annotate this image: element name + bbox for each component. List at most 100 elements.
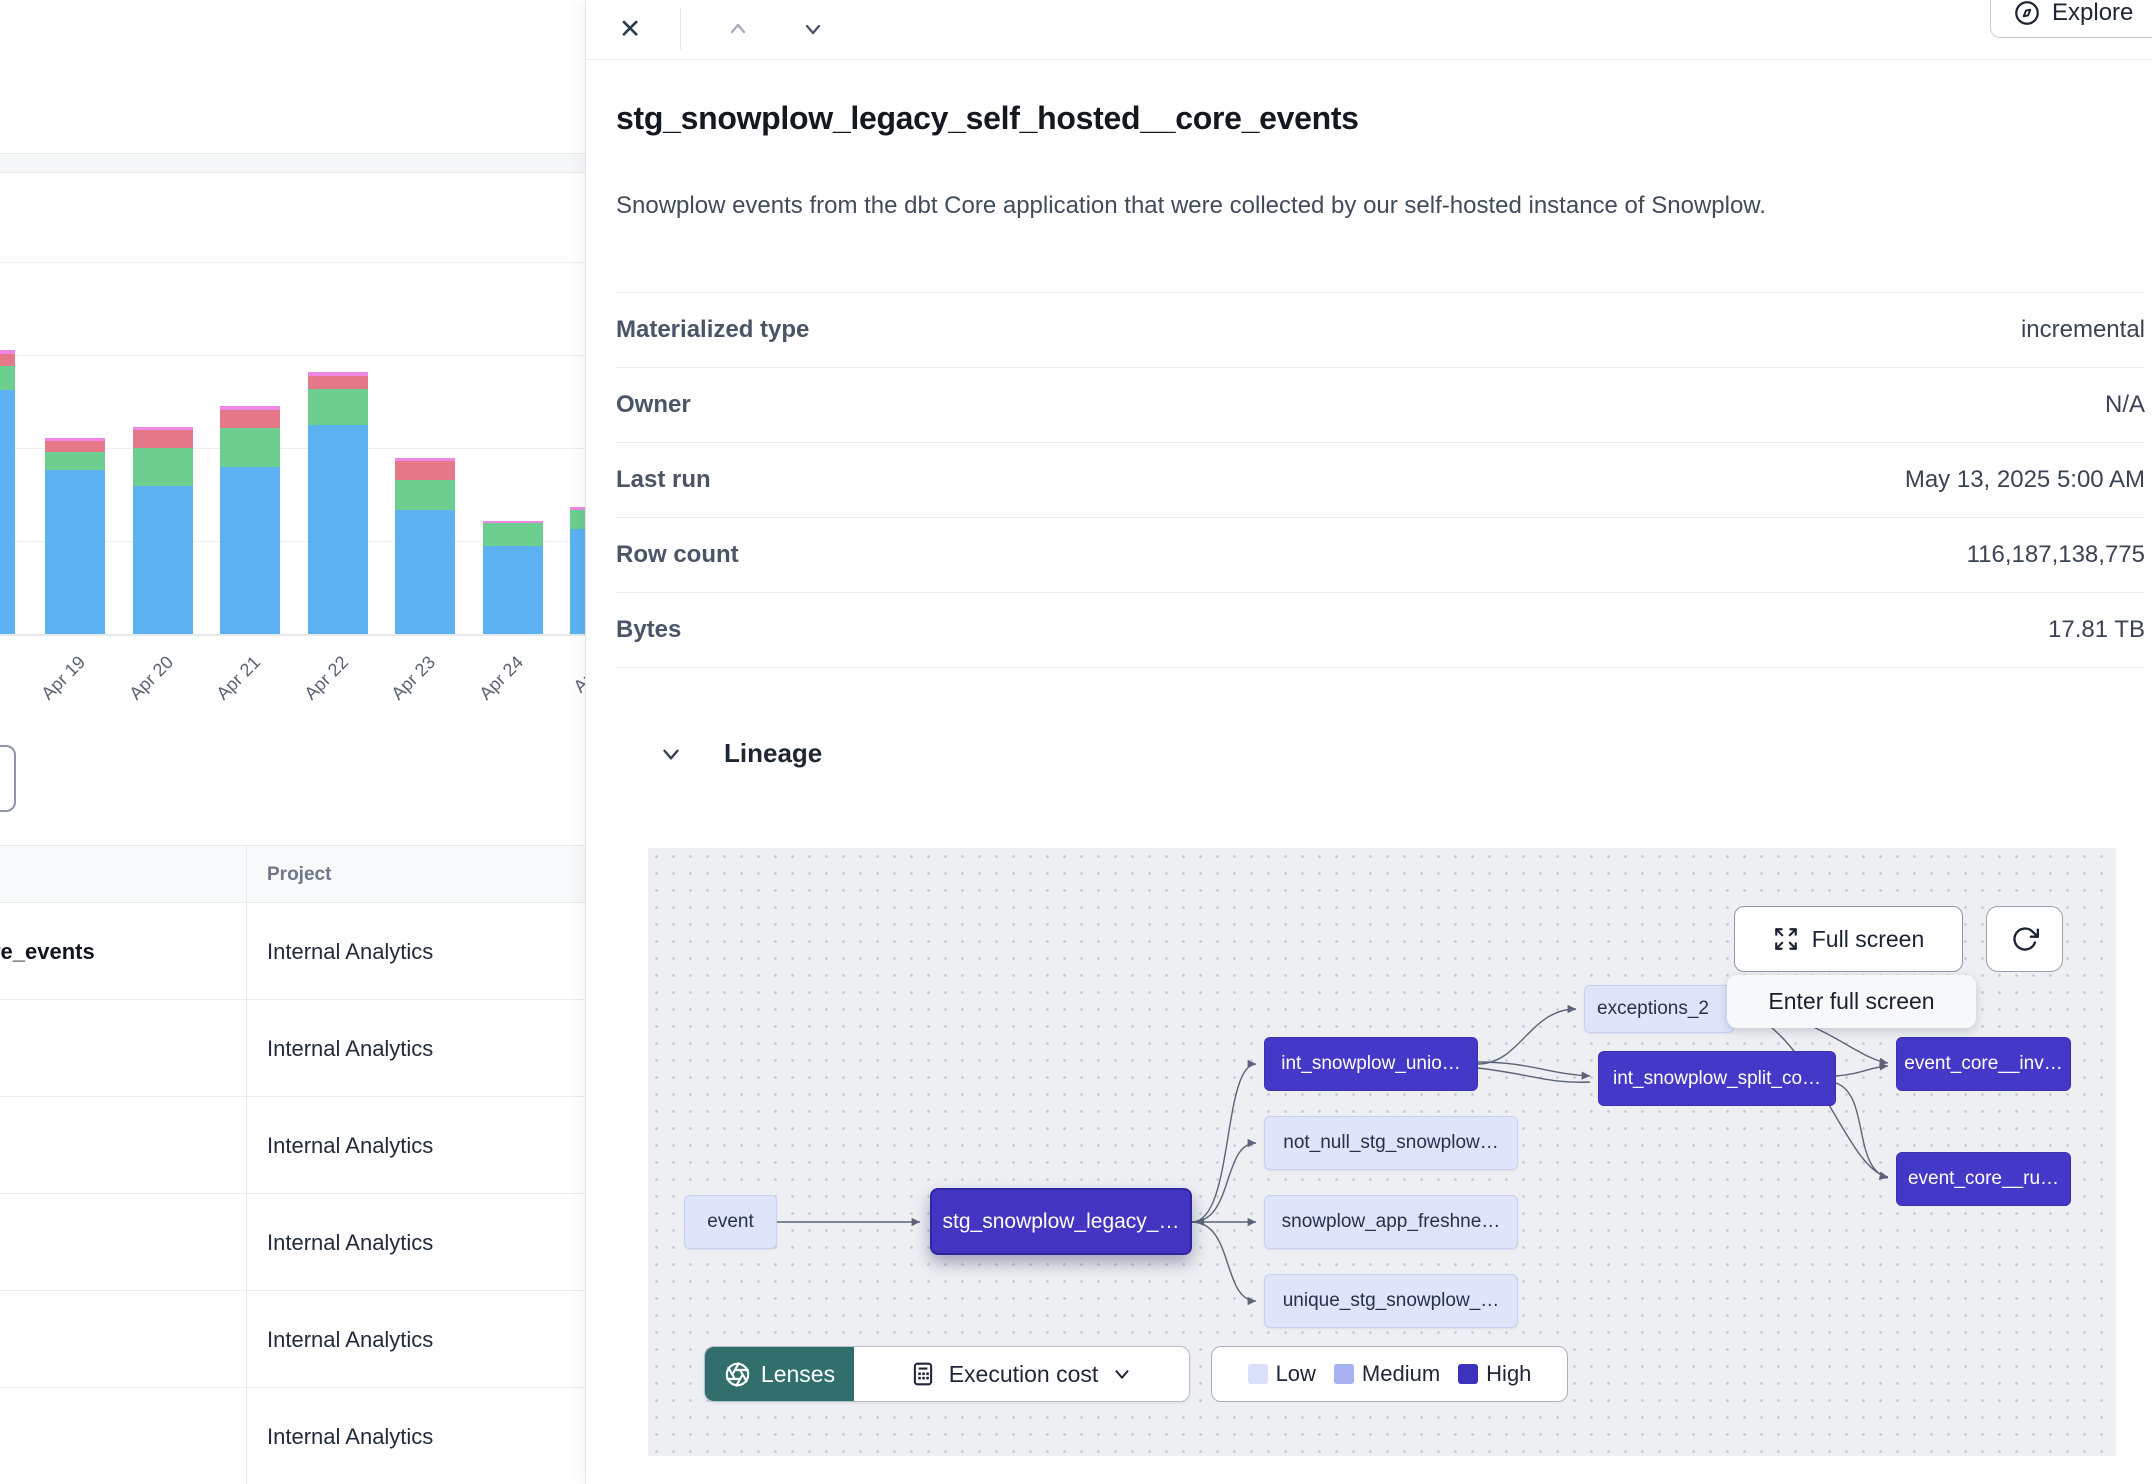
fullscreen-tooltip: Enter full screen (1727, 975, 1976, 1028)
series-blue-segment (395, 510, 455, 634)
series-blue-segment (0, 390, 15, 634)
previous-button[interactable] (714, 5, 762, 53)
detail-label: Materialized type (616, 316, 810, 343)
table-row[interactable]: Internal Analytics (0, 1097, 585, 1194)
lenses-button[interactable]: Lenses (705, 1347, 854, 1401)
stacked-bar-apr-2[interactable] (570, 507, 585, 634)
compass-icon (2015, 0, 2039, 25)
stacked-bar-apr-22[interactable] (308, 372, 368, 634)
column-header-project[interactable]: Project (267, 864, 332, 885)
lineage-node-event[interactable]: event (684, 1195, 777, 1249)
series-green-segment (308, 389, 368, 425)
lineage-node-not-null-test[interactable]: not_null_stg_snowplow… (1264, 1116, 1518, 1170)
table-row[interactable]: Internal Analytics (0, 1194, 585, 1291)
series-blue-segment (220, 467, 280, 634)
series-green-segment (395, 480, 455, 510)
lens-selector[interactable]: Execution cost (854, 1347, 1189, 1401)
detail-label: Last run (616, 466, 711, 493)
detail-label: Bytes (616, 616, 682, 643)
stacked-bar-apr-20[interactable] (133, 427, 193, 634)
series-green-segment (0, 366, 15, 390)
project-cell: Internal Analytics (267, 1132, 434, 1158)
legend-label-low: Low (1275, 1361, 1316, 1386)
chevron-down-icon (805, 24, 821, 35)
model-name-cell (0, 1388, 238, 1484)
stacked-bar-apr-24[interactable] (483, 521, 543, 634)
series-blue-segment (133, 486, 193, 634)
project-cell: Internal Analytics (267, 1035, 434, 1061)
fullscreen-button[interactable]: Full screen (1734, 906, 1963, 972)
table-row[interactable]: Internal Analytics (0, 1388, 585, 1484)
explore-button[interactable]: Explore (1990, 0, 2152, 38)
model-name-cell (0, 1097, 238, 1194)
table-row[interactable]: Internal Analytics (0, 1000, 585, 1097)
details-panel: ✕ Explore stg_snowplow_legacy_self_hoste… (585, 0, 2152, 1484)
section-gap (0, 154, 585, 172)
legend-label-high: High (1486, 1361, 1532, 1386)
project-cell: Internal Analytics (267, 1326, 434, 1352)
table-row[interactable]: Internal Analytics (0, 1291, 585, 1388)
series-pink-segment (395, 458, 455, 461)
panel-toolbar: ✕ Explore (586, 0, 2152, 60)
close-button[interactable]: ✕ (606, 5, 654, 53)
series-blue-segment (570, 529, 585, 634)
series-blue-segment (308, 425, 368, 634)
lens-selected-label: Execution cost (948, 1360, 1099, 1387)
lineage-node-stg-snowplow-legacy[interactable]: stg_snowplow_legacy_… (930, 1188, 1192, 1255)
series-blue-segment (45, 470, 105, 634)
lenses-control: Lenses Execution cost (704, 1346, 1190, 1402)
lineage-node-exceptions[interactable]: exceptions_2 (1584, 985, 1734, 1033)
detail-value: incremental (2020, 316, 2145, 343)
stacked-bar-apr-21[interactable] (220, 406, 280, 634)
chart-x-axis (0, 634, 585, 636)
detail-row: Last run May 13, 2025 5:00 AM (616, 442, 2145, 517)
collapse-chevron-icon[interactable] (658, 741, 684, 767)
x-axis-label: Apr 24 (475, 652, 528, 704)
series-green-segment (133, 448, 193, 486)
lineage-node-int-snowplow-split[interactable]: int_snowplow_split_co… (1598, 1051, 1836, 1106)
lineage-node-snowplow-app-freshness[interactable]: snowplow_app_freshne… (1264, 1195, 1518, 1249)
x-axis-label: Apr 23 (387, 652, 440, 704)
series-red-segment (220, 410, 280, 428)
lineage-graph-canvas[interactable]: event stg_snowplow_legacy_… int_snowplow… (648, 848, 2116, 1456)
page-title: stg_snowplow_legacy_self_hosted__core_ev… (616, 100, 1359, 136)
stacked-bar-clipped-0[interactable] (0, 350, 15, 634)
chart-gridline (0, 448, 585, 449)
cutoff-button-fragment[interactable] (0, 745, 16, 812)
refresh-button[interactable] (1986, 906, 2063, 972)
chevron-down-icon (1115, 1370, 1129, 1379)
x-axis-label: Apr 19 (37, 652, 90, 704)
lineage-node-event-core-inv[interactable]: event_core__inv… (1896, 1037, 2071, 1091)
lineage-node-unique-test[interactable]: unique_stg_snowplow_… (1264, 1274, 1518, 1328)
legend-swatch-medium (1333, 1364, 1354, 1384)
chart-card-top-border (0, 172, 585, 173)
calculator-icon (913, 1362, 932, 1386)
stacked-bar-apr-23[interactable] (395, 458, 455, 634)
aperture-icon (725, 1361, 750, 1387)
x-axis-label: Apr 22 (300, 652, 353, 704)
table-column-divider (246, 845, 247, 1484)
series-green-segment (220, 428, 280, 467)
legend-item-medium: Medium (1333, 1361, 1440, 1387)
lineage-node-int-snowplow-union[interactable]: int_snowplow_unio… (1264, 1037, 1478, 1091)
project-cell: Internal Analytics (267, 938, 434, 964)
model-name-cell: re_events (0, 938, 95, 964)
lineage-node-event-core-ru[interactable]: event_core__ru… (1896, 1152, 2071, 1206)
chart-gridline (0, 262, 585, 263)
next-button[interactable] (789, 5, 837, 53)
legend-item-high: High (1458, 1361, 1531, 1387)
series-blue-segment (483, 546, 543, 634)
model-description: Snowplow events from the dbt Core applic… (616, 192, 1766, 219)
series-red-segment (395, 461, 455, 480)
lenses-label: Lenses (760, 1360, 836, 1387)
stacked-bar-apr-19[interactable] (45, 438, 105, 634)
explore-label: Explore (2052, 0, 2134, 26)
legend-swatch-high (1458, 1364, 1479, 1384)
table-row[interactable]: re_events Internal Analytics (0, 903, 585, 1000)
series-pink-segment (220, 406, 280, 410)
series-red-segment (45, 441, 105, 452)
chart-gridline (0, 541, 585, 542)
series-green-segment (45, 452, 105, 470)
lineage-section-header: Lineage (658, 738, 822, 769)
chart-plot (0, 0, 585, 634)
